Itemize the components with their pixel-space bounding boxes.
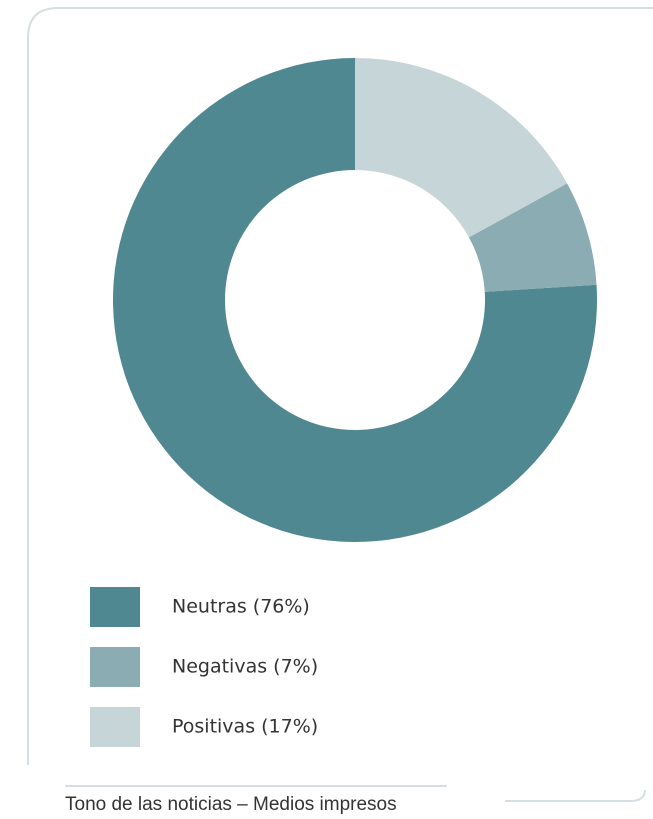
legend-label: Positivas (17%)	[172, 716, 318, 738]
card-border	[505, 789, 646, 802]
legend-swatch	[90, 647, 140, 687]
legend-label: Negativas (7%)	[172, 656, 318, 678]
donut-slice	[355, 58, 568, 238]
legend-swatch	[90, 587, 140, 627]
donut-slice	[468, 183, 597, 292]
legend-swatch	[90, 707, 140, 747]
caption: Tono de las noticias – Medios impresos	[65, 794, 397, 815]
donut-slice	[112, 58, 597, 542]
legend-label: Neutras (76%)	[172, 596, 310, 618]
card-border	[27, 7, 653, 765]
